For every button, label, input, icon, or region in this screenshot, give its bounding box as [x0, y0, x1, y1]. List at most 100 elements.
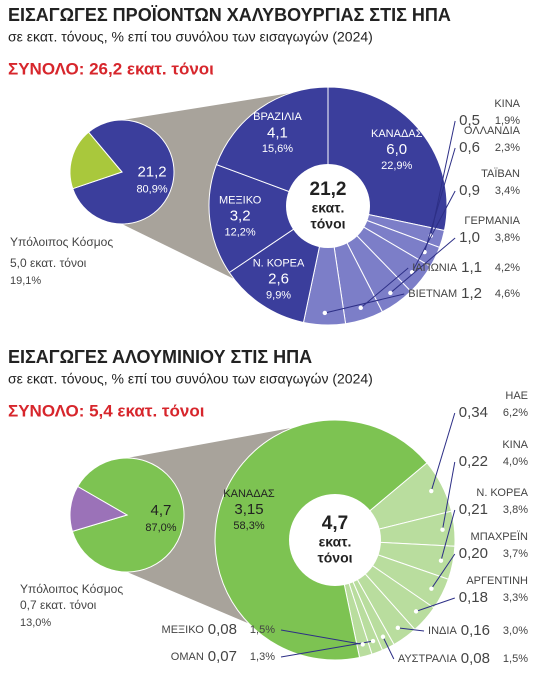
leader-dot: [395, 625, 401, 631]
slice-percent: 3,3%: [503, 592, 528, 604]
slice-name: ΑΡΓΕΝΤΙΝΗ: [466, 575, 528, 587]
chart-subtitle: σε εκατ. τόνους, % επί του συνόλου των ε…: [8, 29, 373, 45]
slice-percent: 1,9%: [495, 115, 520, 127]
slice-percent: 2,3%: [495, 142, 520, 154]
leader-line: [442, 461, 456, 530]
slice-percent: 9,9%: [266, 289, 291, 301]
slice-name: ΟΜΑΝ: [171, 651, 204, 663]
slice-value: 0,07: [208, 648, 237, 665]
slice-name: Ν. ΚΟΡΕΑ: [253, 257, 305, 269]
slice-name: Ν. ΚΟΡΕΑ: [476, 487, 528, 499]
slice-percent: 80,9%: [136, 183, 167, 195]
slice-value: 0,7 εκατ. τόνοι: [20, 598, 97, 612]
leader-dot: [429, 488, 434, 494]
slice-value: 0,9: [459, 182, 480, 199]
slice-percent: 13,0%: [20, 617, 51, 629]
slice-percent: 19,1%: [10, 275, 41, 287]
center-unit: τόνοι: [310, 216, 345, 232]
slice-name: ΙΑΠΩΝΙΑ: [412, 262, 458, 274]
leader-line: [390, 237, 456, 294]
slice-name: ΓΕΡΜΑΝΙΑ: [464, 215, 520, 227]
slice-name: ΗΑΕ: [505, 390, 528, 402]
chart-title: ΕΙΣΑΓΩΓΕΣ ΑΛΟΥΜΙΝΙΟΥ ΣΤΙΣ ΗΠΑ: [8, 347, 312, 367]
slice-name: ΑΥΣΤΡΑΛΙΑ: [398, 653, 458, 665]
center-value: 4,7: [322, 513, 348, 534]
leader-line: [397, 627, 425, 632]
slice-value: 0,5: [459, 112, 480, 129]
leader-dot: [358, 305, 363, 311]
slice-name: ΚΙΝΑ: [494, 98, 520, 110]
slice-name: Υπόλοιπος Κόσμος: [20, 582, 123, 596]
leader-line: [324, 293, 405, 314]
slice-name: ΚΙΝΑ: [502, 439, 528, 451]
leader-dot: [388, 290, 393, 296]
slice-name: Υπόλοιπος Κόσμος: [10, 235, 113, 249]
slice-percent: 3,0%: [503, 625, 528, 637]
donut-hole: [286, 164, 370, 248]
pie-slice: [69, 131, 123, 190]
slice-percent: 1,5%: [250, 624, 275, 636]
leader-line: [424, 147, 456, 253]
slice-percent: 1,5%: [503, 653, 528, 665]
total-label: ΣΥΝΟΛΟ: 5,4 εκατ. τόνοι: [8, 401, 205, 420]
leader-dot: [380, 634, 386, 639]
total-label: ΣΥΝΟΛΟ: 26,2 εκατ. τόνοι: [8, 59, 214, 78]
leader-line: [360, 267, 409, 309]
leader-line: [431, 553, 456, 589]
slice-value: 4,7: [151, 502, 172, 519]
slice-value: 3,2: [230, 207, 251, 224]
leader-dot: [429, 586, 434, 591]
slice-percent: 22,9%: [381, 160, 412, 172]
slice-percent: 4,0%: [503, 456, 528, 468]
donut-hole: [289, 494, 381, 586]
slice-percent: 4,6%: [495, 288, 520, 300]
slice-value: 1,0: [459, 229, 480, 246]
slice-percent: 15,6%: [262, 143, 293, 155]
slice-value: 0,20: [459, 545, 488, 562]
slice-percent: 3,8%: [495, 232, 520, 244]
slice-percent: 3,8%: [503, 504, 528, 516]
slice-name: ΜΕΞΙΚΟ: [219, 194, 262, 206]
center-value: 21,2: [310, 179, 347, 200]
leader-line: [415, 597, 455, 612]
slice-name: ΜΕΞΙΚΟ: [162, 624, 205, 636]
donut-slice: [208, 163, 330, 274]
leader-dot: [360, 642, 365, 647]
pie-slice: [72, 119, 175, 225]
slice-name: ΒΡΑΖΙΛΙΑ: [253, 111, 302, 123]
slice-percent: 12,2%: [225, 226, 256, 238]
slice-percent: 1,3%: [250, 651, 275, 663]
slice-value: 2,6: [268, 270, 289, 287]
slice-name: ΤΑΪΒΑΝ: [481, 168, 520, 180]
slice-value: 0,08: [208, 621, 237, 638]
slice-value: 4,1: [267, 124, 288, 141]
slice-percent: 87,0%: [145, 522, 176, 534]
slice-value: 0,22: [459, 453, 488, 470]
slice-value: 3,15: [234, 501, 263, 518]
slice-value: 1,2: [461, 285, 482, 302]
slice-name: ΙΝΔΙΑ: [428, 625, 457, 637]
slice-value: 21,2: [137, 163, 166, 180]
chart-title: ΕΙΣΑΓΩΓΕΣ ΠΡΟΪΟΝΤΩΝ ΧΑΛΥΒΟΥΡΓΙΑΣ ΣΤΙΣ ΗΠ…: [8, 5, 451, 25]
center-unit: εκατ.: [319, 534, 352, 550]
slice-percent: 58,3%: [233, 520, 264, 532]
slice-value: 0,08: [461, 650, 490, 667]
slice-name: ΚΑΝΑΔΑΣ: [223, 488, 275, 500]
slice-percent: 6,2%: [503, 407, 528, 419]
leader-dot: [438, 558, 444, 563]
pie-slice: [69, 485, 129, 532]
slice-value: 1,1: [461, 259, 482, 276]
leader-dot: [370, 638, 376, 644]
slice-value: 0,16: [461, 622, 490, 639]
leader-line: [440, 509, 456, 561]
slice-percent: 3,4%: [495, 185, 520, 197]
slice-value: 0,18: [459, 589, 488, 606]
slice-name: ΚΑΝΑΔΑΣ: [371, 128, 423, 140]
slice-percent: 4,2%: [495, 262, 520, 274]
slice-percent: 3,7%: [503, 548, 528, 560]
center-unit: εκατ.: [312, 200, 345, 216]
slice-value: 6,0: [386, 141, 407, 158]
slice-name: ΜΠΑΧΡΕΪΝ: [471, 531, 529, 543]
leader-dot: [322, 310, 328, 316]
